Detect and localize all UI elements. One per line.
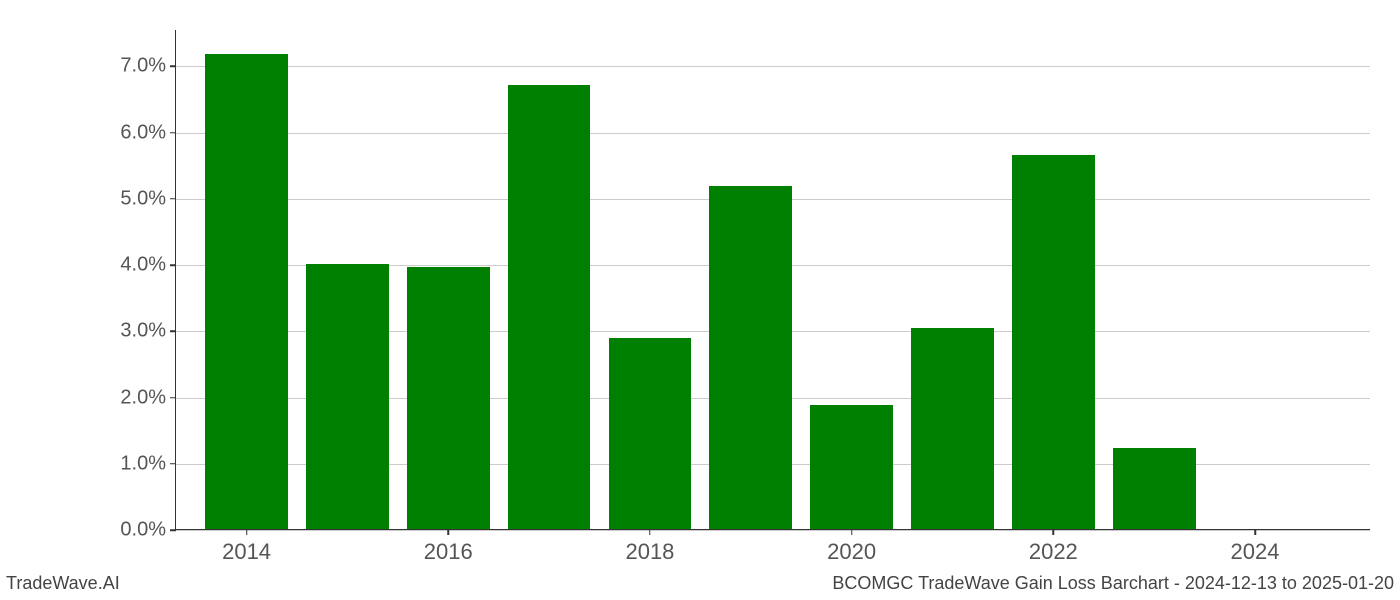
xtick-mark <box>246 529 248 535</box>
xtick-mark <box>1254 529 1256 535</box>
bar <box>1012 155 1095 529</box>
bar <box>609 338 692 529</box>
xtick-label: 2018 <box>625 539 674 565</box>
xtick-mark <box>1053 529 1055 535</box>
xtick-label: 2024 <box>1231 539 1280 565</box>
ytick-label: 1.0% <box>120 452 166 475</box>
ytick-mark <box>170 397 176 399</box>
xtick-label: 2014 <box>222 539 271 565</box>
bar <box>810 405 893 530</box>
ytick-label: 6.0% <box>120 121 166 144</box>
xtick-label: 2016 <box>424 539 473 565</box>
gridline <box>176 133 1370 134</box>
ytick-mark <box>170 331 176 333</box>
ytick-mark <box>170 529 176 531</box>
bar <box>911 328 994 529</box>
ytick-label: 0.0% <box>120 519 166 542</box>
xtick-label: 2020 <box>827 539 876 565</box>
xtick-mark <box>448 529 450 535</box>
bar <box>205 54 288 529</box>
footer-caption: BCOMGC TradeWave Gain Loss Barchart - 20… <box>832 573 1394 594</box>
ytick-mark <box>170 66 176 68</box>
xtick-label: 2022 <box>1029 539 1078 565</box>
bar <box>306 264 389 529</box>
bar <box>407 267 490 529</box>
bar <box>508 85 591 529</box>
chart-container: 0.0% 1.0% 2.0% 3.0% 4.0% 5.0% 6.0% 7.0% 2014 2016… <box>0 0 1400 600</box>
ytick-mark <box>170 264 176 266</box>
xtick-mark <box>851 529 853 535</box>
ytick-label: 4.0% <box>120 254 166 277</box>
footer-brand: TradeWave.AI <box>6 573 120 594</box>
gridline <box>176 66 1370 67</box>
plot-area: 0.0%1.0%2.0%3.0%4.0%5.0%6.0%7.0%20142016… <box>175 30 1370 530</box>
ytick-label: 3.0% <box>120 320 166 343</box>
bar <box>1113 448 1196 529</box>
bar <box>709 186 792 529</box>
gridline <box>176 530 1370 531</box>
ytick-mark <box>170 463 176 465</box>
ytick-mark <box>170 198 176 200</box>
ytick-label: 2.0% <box>120 386 166 409</box>
xtick-mark <box>649 529 651 535</box>
ytick-label: 7.0% <box>120 55 166 78</box>
ytick-label: 5.0% <box>120 187 166 210</box>
ytick-mark <box>170 132 176 134</box>
